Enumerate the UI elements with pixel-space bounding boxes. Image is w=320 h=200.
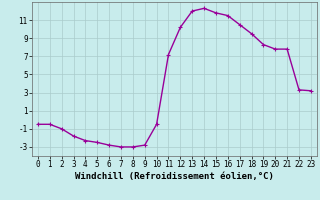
X-axis label: Windchill (Refroidissement éolien,°C): Windchill (Refroidissement éolien,°C) — [75, 172, 274, 181]
